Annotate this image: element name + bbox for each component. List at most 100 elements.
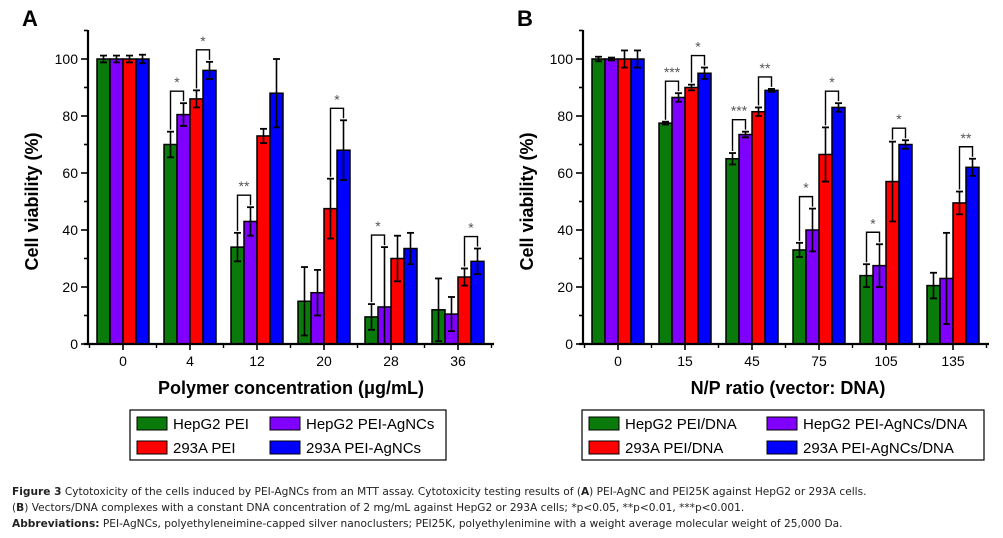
significance-bracket — [798, 195, 814, 241]
significance-bracket — [958, 146, 974, 190]
legend-label: 293A PEI-AgNCs/DNA — [803, 440, 954, 457]
caption-text: ) PEI-AgNC and PEI25K against HepG2 or 2… — [589, 486, 867, 498]
bar — [658, 122, 673, 345]
x-tick-label: 15 — [677, 353, 693, 369]
bar — [952, 202, 967, 345]
panel-label: B — [517, 6, 533, 31]
panel-label: A — [22, 6, 38, 31]
x-tick-label: 12 — [249, 353, 265, 369]
significance-bracket — [757, 76, 773, 106]
bar — [725, 158, 740, 345]
x-axis-title: N/P ratio (vector: DNA) — [691, 378, 886, 398]
significance-bracket — [195, 49, 211, 89]
significance-label: * — [896, 111, 902, 127]
x-tick-label: 4 — [186, 353, 194, 369]
bar — [256, 135, 271, 345]
x-tick-label: 28 — [383, 353, 399, 369]
bar — [176, 113, 191, 345]
caption-text: Cytotoxicity of the cells induced by PEI… — [61, 486, 581, 498]
legend-label: HepG2 PEI-AgNCs — [306, 416, 434, 433]
x-tick-label: 75 — [811, 353, 827, 369]
y-tick-label: 60 — [557, 165, 573, 181]
y-tick-label: 100 — [550, 51, 574, 67]
significance-label: ** — [239, 178, 250, 194]
bar — [792, 249, 807, 345]
bar — [163, 143, 178, 345]
significance-bracket — [690, 54, 706, 83]
y-tick-label: 20 — [62, 279, 78, 295]
y-axis-title: Cell viability (%) — [22, 132, 42, 270]
caption-panel-ref: A — [580, 486, 590, 498]
y-tick-label: 40 — [62, 222, 78, 238]
significance-label: * — [334, 91, 340, 107]
x-tick-label: 45 — [744, 353, 760, 369]
bar — [269, 92, 284, 345]
significance-bracket — [865, 231, 881, 263]
bar — [617, 58, 632, 345]
significance-label: * — [803, 180, 809, 196]
significance-label: ** — [961, 130, 972, 146]
figure-caption: Figure 3 Cytotoxicity of the cells induc… — [12, 484, 997, 532]
significance-bracket — [731, 118, 747, 152]
legend-label: 293A PEI/DNA — [625, 440, 723, 457]
y-tick-label: 60 — [62, 165, 78, 181]
y-axis-title: Cell viability (%) — [517, 132, 537, 270]
bar — [831, 106, 846, 345]
significance-bracket — [824, 90, 840, 126]
bar — [751, 110, 766, 345]
significance-label: * — [174, 74, 180, 90]
significance-bracket — [329, 107, 345, 177]
bar — [738, 133, 753, 345]
bar — [189, 98, 204, 345]
significance-bracket — [891, 127, 907, 140]
bar — [457, 276, 472, 345]
legend-swatch — [269, 440, 301, 455]
x-tick-label: 105 — [874, 353, 898, 369]
significance-label: * — [695, 39, 701, 55]
legend-label: 293A PEI-AgNCs — [306, 440, 421, 457]
bar — [630, 58, 645, 345]
significance-label: *** — [731, 103, 748, 119]
caption-figure-number: Figure 3 — [12, 486, 62, 498]
bar — [684, 86, 699, 345]
bar — [764, 89, 779, 345]
y-tick-label: 40 — [557, 222, 573, 238]
legend-label: HepG2 PEI/DNA — [625, 416, 737, 433]
significance-label: *** — [664, 64, 681, 80]
y-tick-label: 80 — [557, 108, 573, 124]
legend: HepG2 PEI HepG2 PEI-AgNCs 293A PEI 293A PEI… — [129, 409, 447, 461]
significance-bracket — [463, 235, 479, 267]
legend-swatch — [136, 440, 168, 455]
legend-swatch — [269, 416, 301, 431]
legend-swatch — [136, 416, 168, 431]
legend-swatch — [588, 416, 620, 431]
y-tick-label: 80 — [62, 108, 78, 124]
bar — [96, 58, 111, 345]
bar — [243, 220, 258, 345]
caption-line-2: (B) Vectors/DNA complexes with a constan… — [12, 500, 997, 516]
caption-text: ( — [12, 502, 17, 514]
caption-abbrev-label: Abbreviations: — [12, 518, 100, 530]
legend-swatch — [766, 416, 798, 431]
bar — [898, 143, 913, 345]
caption-line-1: Figure 3 Cytotoxicity of the cells induc… — [12, 484, 997, 500]
significance-label: * — [468, 220, 474, 236]
y-tick-label: 20 — [557, 279, 573, 295]
bar — [697, 72, 712, 345]
bar — [965, 166, 980, 345]
bar — [202, 69, 217, 345]
y-tick-label: 100 — [55, 51, 79, 67]
y-tick-label: 0 — [70, 336, 78, 352]
legend: HepG2 PEI/DNA HepG2 PEI-AgNCs/DNA 293A PEI… — [581, 409, 985, 461]
legend-label: HepG2 PEI — [173, 416, 249, 433]
bar — [591, 58, 606, 345]
bar — [109, 58, 124, 345]
x-tick-label: 36 — [450, 353, 466, 369]
x-tick-label: 135 — [941, 353, 965, 369]
bar — [671, 96, 686, 345]
significance-bracket — [236, 194, 252, 231]
x-tick-label: 0 — [614, 353, 622, 369]
y-tick-label: 0 — [565, 336, 573, 352]
